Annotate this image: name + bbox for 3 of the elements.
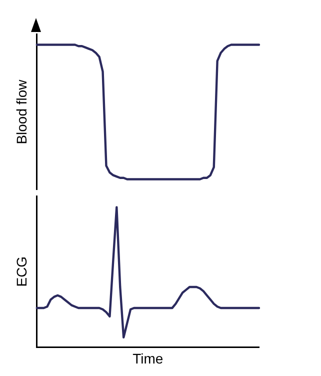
x-axis-title: Time bbox=[132, 350, 164, 366]
y-axis-title: Blood flow bbox=[13, 78, 30, 144]
y-axis-title: ECG bbox=[13, 256, 30, 287]
